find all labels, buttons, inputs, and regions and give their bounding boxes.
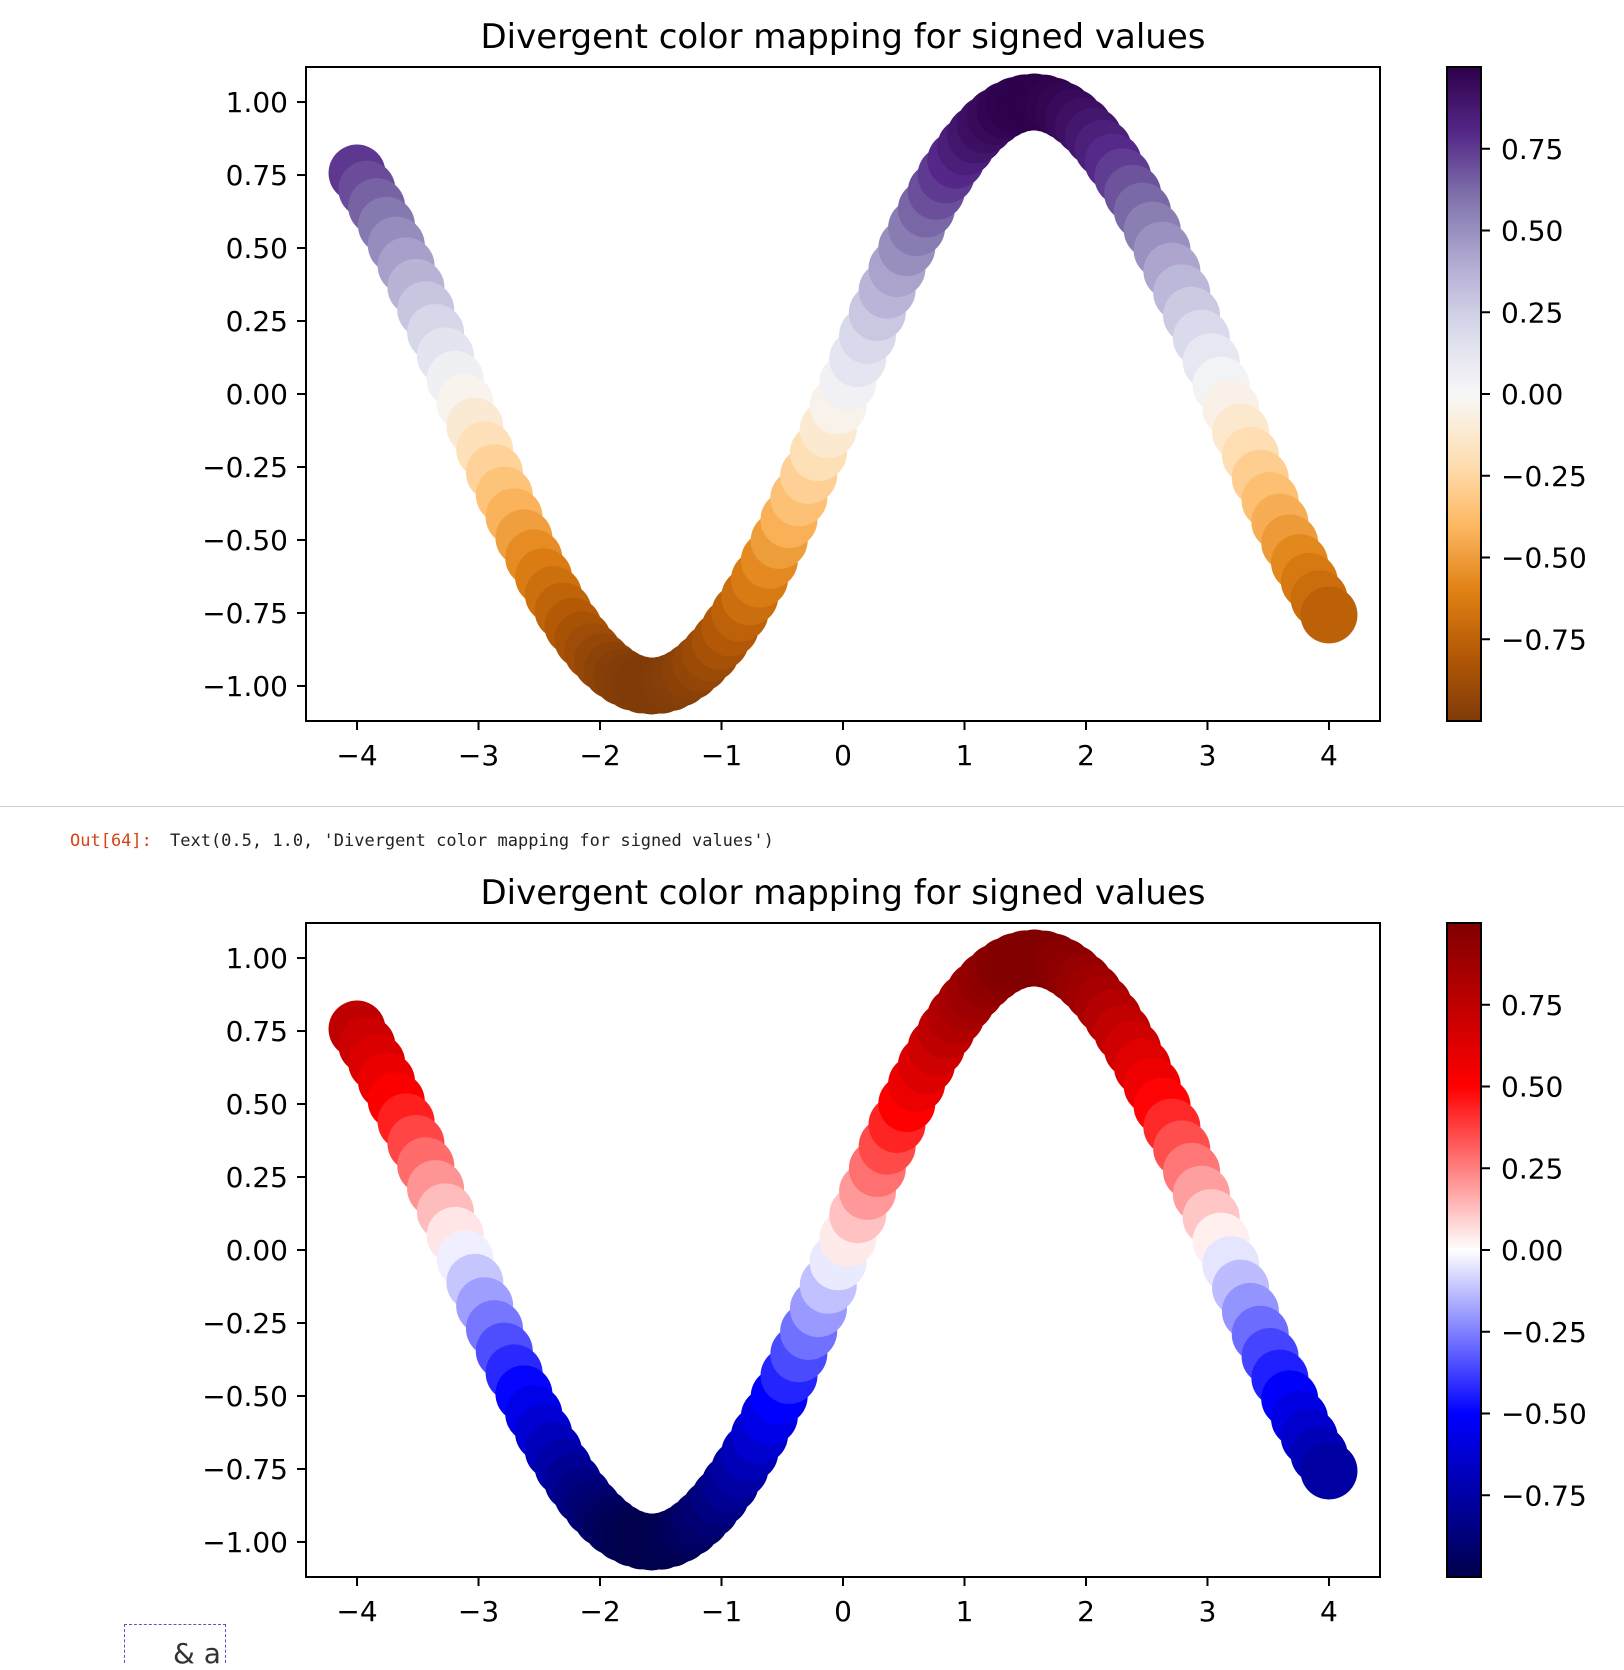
- x-tick-label: 3: [1199, 1595, 1217, 1628]
- chart-puor: Divergent color mapping for signed value…: [202, 17, 1587, 772]
- y-tick-label: 1.00: [226, 942, 288, 975]
- x-tick-label: −2: [579, 739, 620, 772]
- y-tick-label: 1.00: [226, 86, 288, 119]
- colorbar-tick-label: 0.50: [1501, 215, 1563, 248]
- x-tick-label: −3: [458, 1595, 499, 1628]
- x-tick-label: 0: [834, 739, 852, 772]
- y-tick-label: −0.25: [202, 1307, 288, 1340]
- y-tick-label: 0.50: [226, 1088, 288, 1121]
- cell-fragment[interactable]: & a: [124, 1624, 226, 1670]
- colorbar-tick-label: 0.75: [1501, 133, 1563, 166]
- x-tick-label: 1: [956, 1595, 974, 1628]
- colorbar-tick-label: 0.00: [1501, 1234, 1563, 1267]
- x-tick-label: 2: [1077, 1595, 1095, 1628]
- x-tick-label: −4: [336, 1595, 377, 1628]
- colorbar: [1446, 66, 1482, 722]
- output-text: Text(0.5, 1.0, 'Divergent color mapping …: [170, 831, 774, 851]
- x-tick-label: −3: [458, 739, 499, 772]
- x-tick-label: 4: [1320, 739, 1338, 772]
- scatter-points: [328, 73, 1358, 715]
- scatter-point: [1300, 1442, 1358, 1500]
- colorbar-tick-label: 0.25: [1501, 296, 1563, 329]
- x-tick-label: 1: [956, 739, 974, 772]
- x-tick-label: 2: [1077, 739, 1095, 772]
- colorbar-tick-label: 0.00: [1501, 378, 1563, 411]
- colorbar: [1446, 922, 1482, 1578]
- x-tick-label: −1: [701, 1595, 742, 1628]
- y-tick-label: 0.00: [226, 378, 288, 411]
- cell-fragment-text: & a: [173, 1637, 221, 1670]
- colorbar-tick-label: 0.25: [1501, 1152, 1563, 1185]
- colorbar-tick-label: −0.50: [1501, 1398, 1587, 1431]
- y-tick-label: −0.50: [202, 1380, 288, 1413]
- colorbar-tick-label: −0.50: [1501, 542, 1587, 575]
- y-tick-label: −1.00: [202, 670, 288, 703]
- x-tick-label: 4: [1320, 1595, 1338, 1628]
- x-tick-label: −4: [336, 739, 377, 772]
- chart-title: Divergent color mapping for signed value…: [480, 17, 1205, 57]
- x-tick-label: 0: [834, 1595, 852, 1628]
- output-prompt: Out[64]:: [70, 831, 152, 851]
- colorbar-tick-label: −0.25: [1501, 460, 1587, 493]
- y-tick-label: 0.75: [226, 1015, 288, 1048]
- colorbar-tick-label: 0.50: [1501, 1071, 1563, 1104]
- y-tick-label: 0.25: [226, 1161, 288, 1194]
- chart-title: Divergent color mapping for signed value…: [480, 873, 1205, 913]
- y-tick-label: 0.50: [226, 232, 288, 265]
- x-tick-label: 3: [1199, 739, 1217, 772]
- scatter-points: [328, 929, 1358, 1571]
- y-tick-label: −0.75: [202, 597, 288, 630]
- y-tick-label: 0.00: [226, 1234, 288, 1267]
- scatter-point: [1300, 586, 1358, 644]
- output-cell: Out[64]: Text(0.5, 1.0, 'Divergent color…: [0, 806, 1624, 857]
- y-tick-label: 0.75: [226, 159, 288, 192]
- y-tick-label: −0.50: [202, 524, 288, 557]
- y-tick-label: −0.75: [202, 1453, 288, 1486]
- y-tick-label: 0.25: [226, 305, 288, 338]
- colorbar-tick-label: −0.75: [1501, 623, 1587, 656]
- y-tick-label: −1.00: [202, 1526, 288, 1559]
- x-tick-label: −1: [701, 739, 742, 772]
- colorbar-tick-label: 0.75: [1501, 989, 1563, 1022]
- chart-seismic: Divergent color mapping for signed value…: [202, 873, 1587, 1628]
- x-tick-label: −2: [579, 1595, 620, 1628]
- y-tick-label: −0.25: [202, 451, 288, 484]
- colorbar-tick-label: −0.75: [1501, 1479, 1587, 1512]
- colorbar-tick-label: −0.25: [1501, 1316, 1587, 1349]
